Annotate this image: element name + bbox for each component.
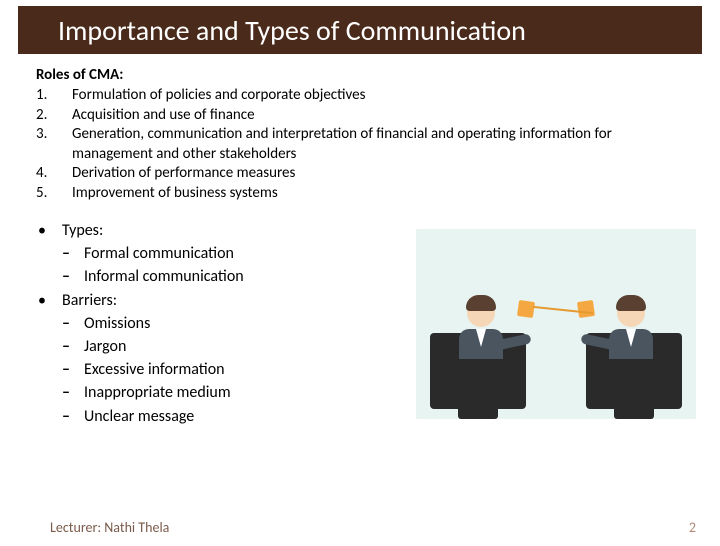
- sub-item: –Inappropriate medium: [36, 381, 406, 404]
- bullet-list: •Barriers:: [36, 289, 406, 312]
- person-icon: [606, 299, 656, 359]
- sub-item: –Formal communication: [36, 242, 406, 265]
- lecturer-label: Lecturer: Nathi Thela: [50, 519, 169, 536]
- communication-illustration: [416, 229, 696, 419]
- sub-list: –Omissions –Jargon –Excessive informatio…: [36, 312, 406, 428]
- cup-icon: [517, 300, 535, 318]
- sub-item: –Excessive information: [36, 358, 406, 381]
- cup-icon: [577, 300, 595, 318]
- list-item: 4.Derivation of performance measures: [36, 164, 700, 184]
- content-area: Roles of CMA: 1.Formulation of policies …: [0, 54, 720, 428]
- list-item: 3.Generation, communication and interpre…: [36, 125, 700, 164]
- person-icon: [456, 299, 506, 359]
- roles-list: 1.Formulation of policies and corporate …: [36, 86, 700, 203]
- bullets-column: •Types: –Formal communication –Informal …: [36, 219, 406, 428]
- list-item: 1.Formulation of policies and corporate …: [36, 86, 700, 106]
- bullet-item: •Barriers:: [36, 289, 406, 312]
- sub-item: –Unclear message: [36, 405, 406, 428]
- sub-item: –Omissions: [36, 312, 406, 335]
- sub-list: –Formal communication –Informal communic…: [36, 242, 406, 288]
- page-number: 2: [689, 519, 696, 536]
- sub-item: –Jargon: [36, 335, 406, 358]
- bullet-item: •Types:: [36, 219, 406, 242]
- footer: Lecturer: Nathi Thela 2: [0, 519, 720, 536]
- list-item: 5.Improvement of business systems: [36, 184, 700, 204]
- slide-title: Importance and Types of Communication: [58, 13, 526, 48]
- list-item: 2.Acquisition and use of finance: [36, 106, 700, 126]
- roles-heading: Roles of CMA:: [36, 66, 700, 84]
- title-bar: Importance and Types of Communication: [18, 6, 702, 54]
- sub-item: –Informal communication: [36, 265, 406, 288]
- lower-section: •Types: –Formal communication –Informal …: [36, 219, 700, 428]
- bullet-list: •Types:: [36, 219, 406, 242]
